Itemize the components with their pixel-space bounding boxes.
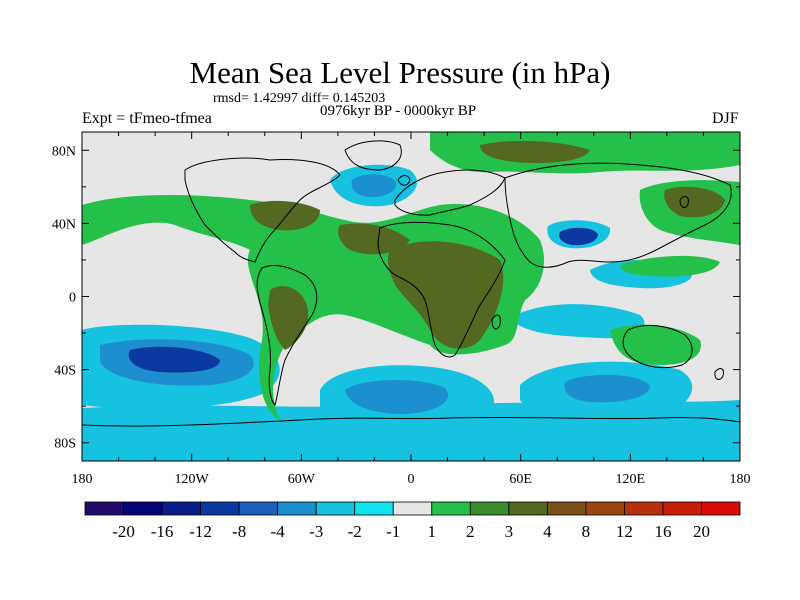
experiment-label: Expt = tFmeo-tfmea [82,110,212,127]
colorbar-swatch [469,501,510,516]
africa-high [387,241,504,349]
colorbar-label: -8 [232,522,246,541]
colorbar-swatch [200,501,240,516]
x-tick-label: 180 [72,472,93,487]
colorbar-swatch [662,501,702,516]
south-america-high [268,286,309,350]
indian-ocean-tropics [510,304,645,339]
south-pacific-low-center [128,346,220,373]
madagascar-coast [491,314,501,330]
sahara-high [338,223,410,255]
north-america-high [250,200,320,231]
pacific-green [620,255,720,277]
south-america-coast [256,265,318,406]
stats-text: rmsd= 1.42997 diff= 0.145203 [213,91,386,106]
colorbar-label: 1 [428,522,437,541]
colorbar-swatch [431,501,471,516]
y-tick-label: 80N [52,144,76,159]
map-field [82,132,740,461]
australia-green [610,324,701,365]
colorbar-swatch [238,501,279,516]
olive-regions [250,140,725,350]
australia-coast [622,324,693,369]
y-axis: 80N 40N 0 40S 80S [52,144,740,452]
colorbar-swatch [84,501,124,516]
colorbar-label: -12 [189,522,212,541]
x-tick-label: 60W [288,472,316,487]
colorbar-swatch [392,501,433,516]
colorbar-swatch [354,501,394,516]
y-tick-label: 40S [54,364,76,379]
x-axis: 180 120W 60W 0 60E 120E 180 [72,132,751,487]
colorbar-swatch [508,501,548,516]
europe-coast [394,169,506,216]
y-tick-label: 40N [52,217,76,232]
south-atlantic-low-core [345,379,449,414]
dark-blue-regions [128,227,598,373]
chart-title: Mean Sea Level Pressure (in hPa) [189,55,611,90]
colorbar-label: -20 [112,522,135,541]
east-asia-high [664,186,725,218]
japan-coast [679,196,689,208]
africa-coast [377,221,506,358]
colorbar-label: 4 [543,522,552,541]
x-tick-label: 60E [509,472,532,487]
colorbar-swatch [277,501,317,516]
indian-ocean-low-core [564,374,650,403]
asia-coast [504,162,732,268]
x-tick-label: 0 [408,472,415,487]
colorbar-swatch [161,501,201,516]
colorbar-label: -2 [348,522,362,541]
colorbar-label: -4 [271,522,286,541]
colorbar-label: 20 [693,522,710,541]
uk-coast [397,175,411,186]
season-label: DJF [712,110,739,127]
period-label: 0976kyr BP - 0000kyr BP [320,103,477,119]
x-tick-label: 120W [175,472,210,487]
y-tick-label: 80S [54,437,76,452]
arctic-high [480,140,590,164]
colorbar-swatch [624,501,664,516]
colorbar-label: -16 [151,522,174,541]
north-atlantic-low-core [351,174,397,198]
greenland-coast [344,140,402,171]
colorbar-label: 16 [654,522,671,541]
x-tick-label: 120E [616,472,646,487]
colorbar-label: -3 [309,522,323,541]
colorbar-label: -1 [386,522,400,541]
colorbar-label: 8 [582,522,591,541]
colorbar-label: 12 [616,522,633,541]
colorbar: -20 -16 -12 -8 -4 -3 -2 -1 1 2 3 4 8 12 16 20 [84,501,741,541]
colorbar-swatch [701,501,741,516]
colorbar-label: 2 [466,522,475,541]
colorbar-label: 3 [505,522,514,541]
new-zealand-coast [714,368,724,380]
antarctica-coast [82,416,740,427]
north-america-coast [184,157,341,263]
coastlines [82,140,740,427]
colorbar-swatch [315,501,356,516]
tibet-low-core [559,227,598,246]
colorbar-swatch [123,501,163,516]
x-tick-label: 180 [730,472,751,487]
colorbar-swatch [585,501,625,516]
y-tick-label: 0 [69,291,76,306]
colorbar-swatch [546,501,587,516]
